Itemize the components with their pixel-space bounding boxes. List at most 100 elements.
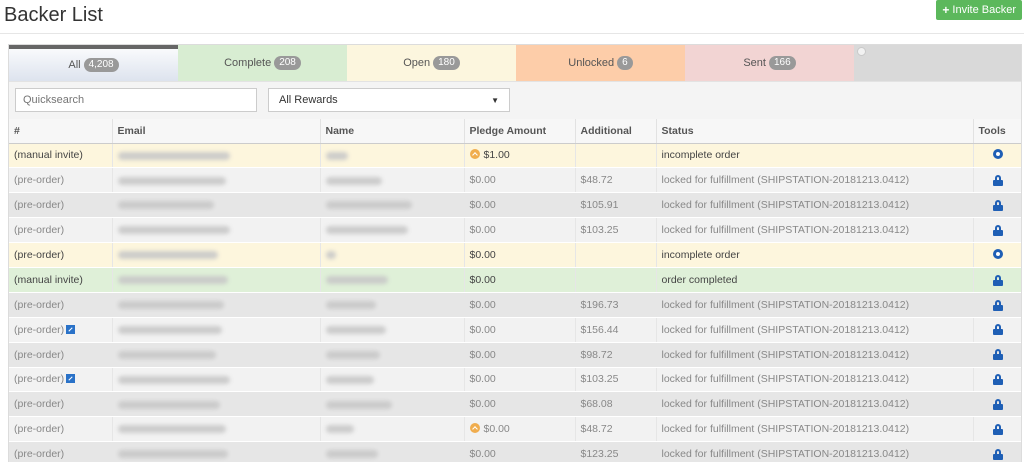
row-type: (pre-order): [14, 298, 65, 311]
tools-cell: [973, 317, 1021, 343]
redacted-name: [325, 226, 408, 235]
row-type: (manual invite): [14, 273, 83, 286]
table-row[interactable]: (pre-order) $0.00 $48.72 locked for fulfill…: [9, 167, 1021, 194]
count-badge: 4,208: [83, 58, 119, 72]
column-header-number[interactable]: #: [9, 119, 113, 144]
lock-icon[interactable]: [993, 349, 1003, 361]
tools-cell: [973, 416, 1021, 443]
lock-icon[interactable]: [993, 399, 1003, 411]
column-header-name[interactable]: Name: [320, 119, 465, 144]
lock-icon[interactable]: [993, 274, 1003, 286]
name-cell: [320, 317, 465, 343]
email-cell[interactable]: [112, 217, 321, 244]
lock-icon[interactable]: [993, 448, 1003, 460]
pledge-cell: $0.00: [464, 167, 576, 194]
gear-icon[interactable]: [993, 148, 1003, 159]
pledge-amount: $0.00: [469, 323, 496, 336]
tab-all[interactable]: All 4,208: [9, 45, 178, 81]
table-row[interactable]: (manual invite) $0.00 order completed: [9, 267, 1021, 293]
table-row[interactable]: (pre-order) $0.00 incomplete order: [9, 242, 1021, 268]
quicksearch-input[interactable]: [15, 88, 257, 112]
column-header-additional[interactable]: Additional: [575, 119, 657, 144]
table-row[interactable]: (pre-order) $0.00 $48.72 locked for fulfill…: [9, 416, 1021, 443]
lock-icon[interactable]: [993, 299, 1003, 311]
email-cell[interactable]: [112, 242, 321, 268]
tab-extra[interactable]: [854, 45, 1021, 81]
tab-complete[interactable]: Complete 208: [178, 45, 347, 81]
row-type: (pre-order): [14, 199, 65, 212]
pledge-cell: $0.00: [464, 292, 576, 318]
email-cell[interactable]: [112, 391, 321, 418]
rewards-select[interactable]: All Rewards ▼: [268, 88, 510, 112]
pledge-cell: $0.00: [464, 267, 576, 293]
count-badge: 180: [433, 56, 460, 70]
column-header-email[interactable]: Email: [112, 119, 321, 144]
tab-sent[interactable]: Sent 166: [685, 45, 854, 81]
tab-open[interactable]: Open 180: [347, 45, 516, 81]
pledge-amount: $0.00: [469, 224, 496, 237]
email-cell[interactable]: [112, 441, 321, 462]
page-title: Backer List: [4, 4, 103, 26]
invite-backer-button[interactable]: + Invite Backer: [936, 0, 1022, 20]
table-body: (manual invite) $1.00 incomplete order (pre…: [9, 143, 1021, 462]
email-cell[interactable]: [112, 317, 321, 343]
table-row[interactable]: (pre-order) $0.00 $98.72 locked for fulfill…: [9, 342, 1021, 368]
status-text: incomplete order: [661, 149, 740, 162]
external-link-icon[interactable]: [66, 374, 76, 384]
column-header-pledge[interactable]: Pledge Amount: [464, 119, 576, 144]
status-cell: locked for fulfillment (SHIPSTATION-2018…: [656, 391, 974, 418]
pledge-cell: $0.00: [464, 242, 576, 268]
lock-icon[interactable]: [993, 324, 1003, 336]
pledge-cell: $0.00: [464, 192, 576, 219]
pledge-amount: $0.00: [469, 174, 496, 187]
redacted-name: [325, 276, 388, 285]
pledge-cell: $0.00: [464, 391, 576, 418]
additional-amount: $48.72: [580, 423, 613, 436]
lock-icon[interactable]: [993, 374, 1003, 386]
lock-icon[interactable]: [993, 175, 1003, 187]
row-type-cell: (pre-order): [9, 242, 113, 268]
tools-cell: [973, 441, 1021, 462]
count-badge: 166: [768, 56, 796, 70]
row-type: (pre-order): [14, 174, 65, 187]
email-cell[interactable]: [112, 192, 321, 219]
table-row[interactable]: (pre-order) $0.00 $123.25 locked for fulfil…: [9, 441, 1021, 462]
email-cell[interactable]: [112, 416, 321, 443]
additional-amount: $123.25: [580, 448, 619, 461]
invite-backer-label: Invite Backer: [952, 4, 1016, 16]
email-cell[interactable]: [112, 167, 321, 194]
table-row[interactable]: (pre-order) $0.00 $103.25 locked for fulfil…: [9, 217, 1021, 244]
table-row[interactable]: (manual invite) $1.00 incomplete order: [9, 143, 1021, 169]
top-bar: Backer List + Invite Backer: [0, 0, 1024, 34]
table-row[interactable]: (pre-order) $0.00 $196.73 locked for fulfil…: [9, 292, 1021, 318]
email-cell[interactable]: [112, 367, 321, 393]
name-cell: [320, 367, 465, 393]
pledge-amount: $0.00: [469, 398, 496, 411]
status-cell: locked for fulfillment (SHIPSTATION-2018…: [656, 416, 974, 443]
table-row[interactable]: (pre-order) $0.00 $103.25 locked for fulfil…: [9, 367, 1021, 393]
rewards-select-value: All Rewards: [279, 94, 338, 106]
table-row[interactable]: (pre-order) $0.00 $105.91 locked for fulfil…: [9, 192, 1021, 219]
email-cell[interactable]: [112, 267, 321, 293]
tab-label: Sent: [743, 57, 766, 69]
lock-icon[interactable]: [993, 224, 1003, 236]
lock-icon[interactable]: [993, 423, 1003, 435]
table-row[interactable]: (pre-order) $0.00 $68.08 locked for fulfill…: [9, 391, 1021, 418]
circle-icon: [857, 47, 866, 56]
name-cell: [320, 342, 465, 368]
gear-icon[interactable]: [993, 248, 1003, 259]
email-cell[interactable]: [112, 292, 321, 318]
column-header-tools: Tools: [973, 119, 1021, 144]
email-cell[interactable]: [112, 342, 321, 368]
pledge-amount: $0.00: [469, 298, 496, 311]
external-link-icon[interactable]: [66, 324, 76, 334]
column-header-status[interactable]: Status: [656, 119, 974, 144]
tab-unlocked[interactable]: Unlocked 6: [516, 45, 685, 81]
name-cell: [320, 441, 465, 462]
redacted-email: [117, 425, 226, 434]
lock-icon[interactable]: [993, 199, 1003, 211]
plus-icon: +: [942, 3, 950, 17]
email-cell[interactable]: [112, 143, 321, 169]
table-row[interactable]: (pre-order) $0.00 $156.44 locked for fulfil…: [9, 317, 1021, 343]
